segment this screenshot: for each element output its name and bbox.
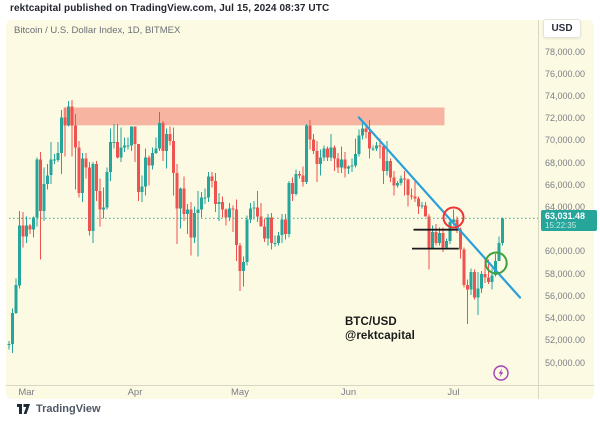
time-tick-label: Mar — [18, 387, 35, 398]
price-tick-label: 60,000.00 — [545, 246, 586, 257]
price-tick-label: 52,000.00 — [545, 335, 586, 346]
price-tick-label: 64,000.00 — [545, 202, 586, 212]
price-tick-label: 74,000.00 — [545, 90, 586, 101]
last-price-countdown: 15:22:35 — [545, 221, 577, 230]
time-tick-label: Jun — [340, 387, 357, 398]
price-tick-label: 54,000.00 — [545, 313, 586, 324]
last-price-value: 63,031.48 — [545, 211, 586, 221]
footer-brand-text: TradingView — [36, 403, 101, 415]
boost-lightning-icon[interactable] — [492, 364, 510, 382]
price-tick-label: 72,000.00 — [545, 113, 586, 124]
chart-card — [6, 20, 594, 399]
last-price-badge: 63,031.48 15:22:35 — [541, 210, 597, 231]
price-tick-label: 50,000.00 — [545, 357, 586, 368]
chart-symbol-title: Bitcoin / U.S. Dollar Index, 1D, BITMEX — [14, 25, 181, 36]
footer-brand[interactable]: TradingView — [17, 403, 101, 415]
price-tick-label: 68,000.00 — [545, 157, 586, 168]
time-tick-label: Apr — [127, 387, 143, 398]
published-line: rektcapital published on TradingView.com… — [10, 3, 330, 14]
time-tick-label: Jul — [447, 387, 460, 398]
time-tick-label: May — [231, 387, 249, 398]
price-tick-label: 66,000.00 — [545, 179, 586, 190]
watermark-symbol: BTC/USD — [345, 316, 397, 328]
currency-toggle-button[interactable]: USD — [543, 19, 581, 38]
price-tick-label: 58,000.00 — [545, 268, 586, 279]
watermark-author: @rektcapital — [345, 329, 415, 342]
price-tick-label: 78,000.00 — [545, 46, 586, 57]
price-tick-label: 76,000.00 — [545, 68, 586, 79]
chart-watermark-label: BTC/USD @rektcapital — [345, 316, 415, 343]
price-tick-label: 70,000.00 — [545, 135, 586, 146]
price-tick-label: 56,000.00 — [545, 290, 586, 301]
tradingview-logo-icon — [17, 403, 30, 414]
